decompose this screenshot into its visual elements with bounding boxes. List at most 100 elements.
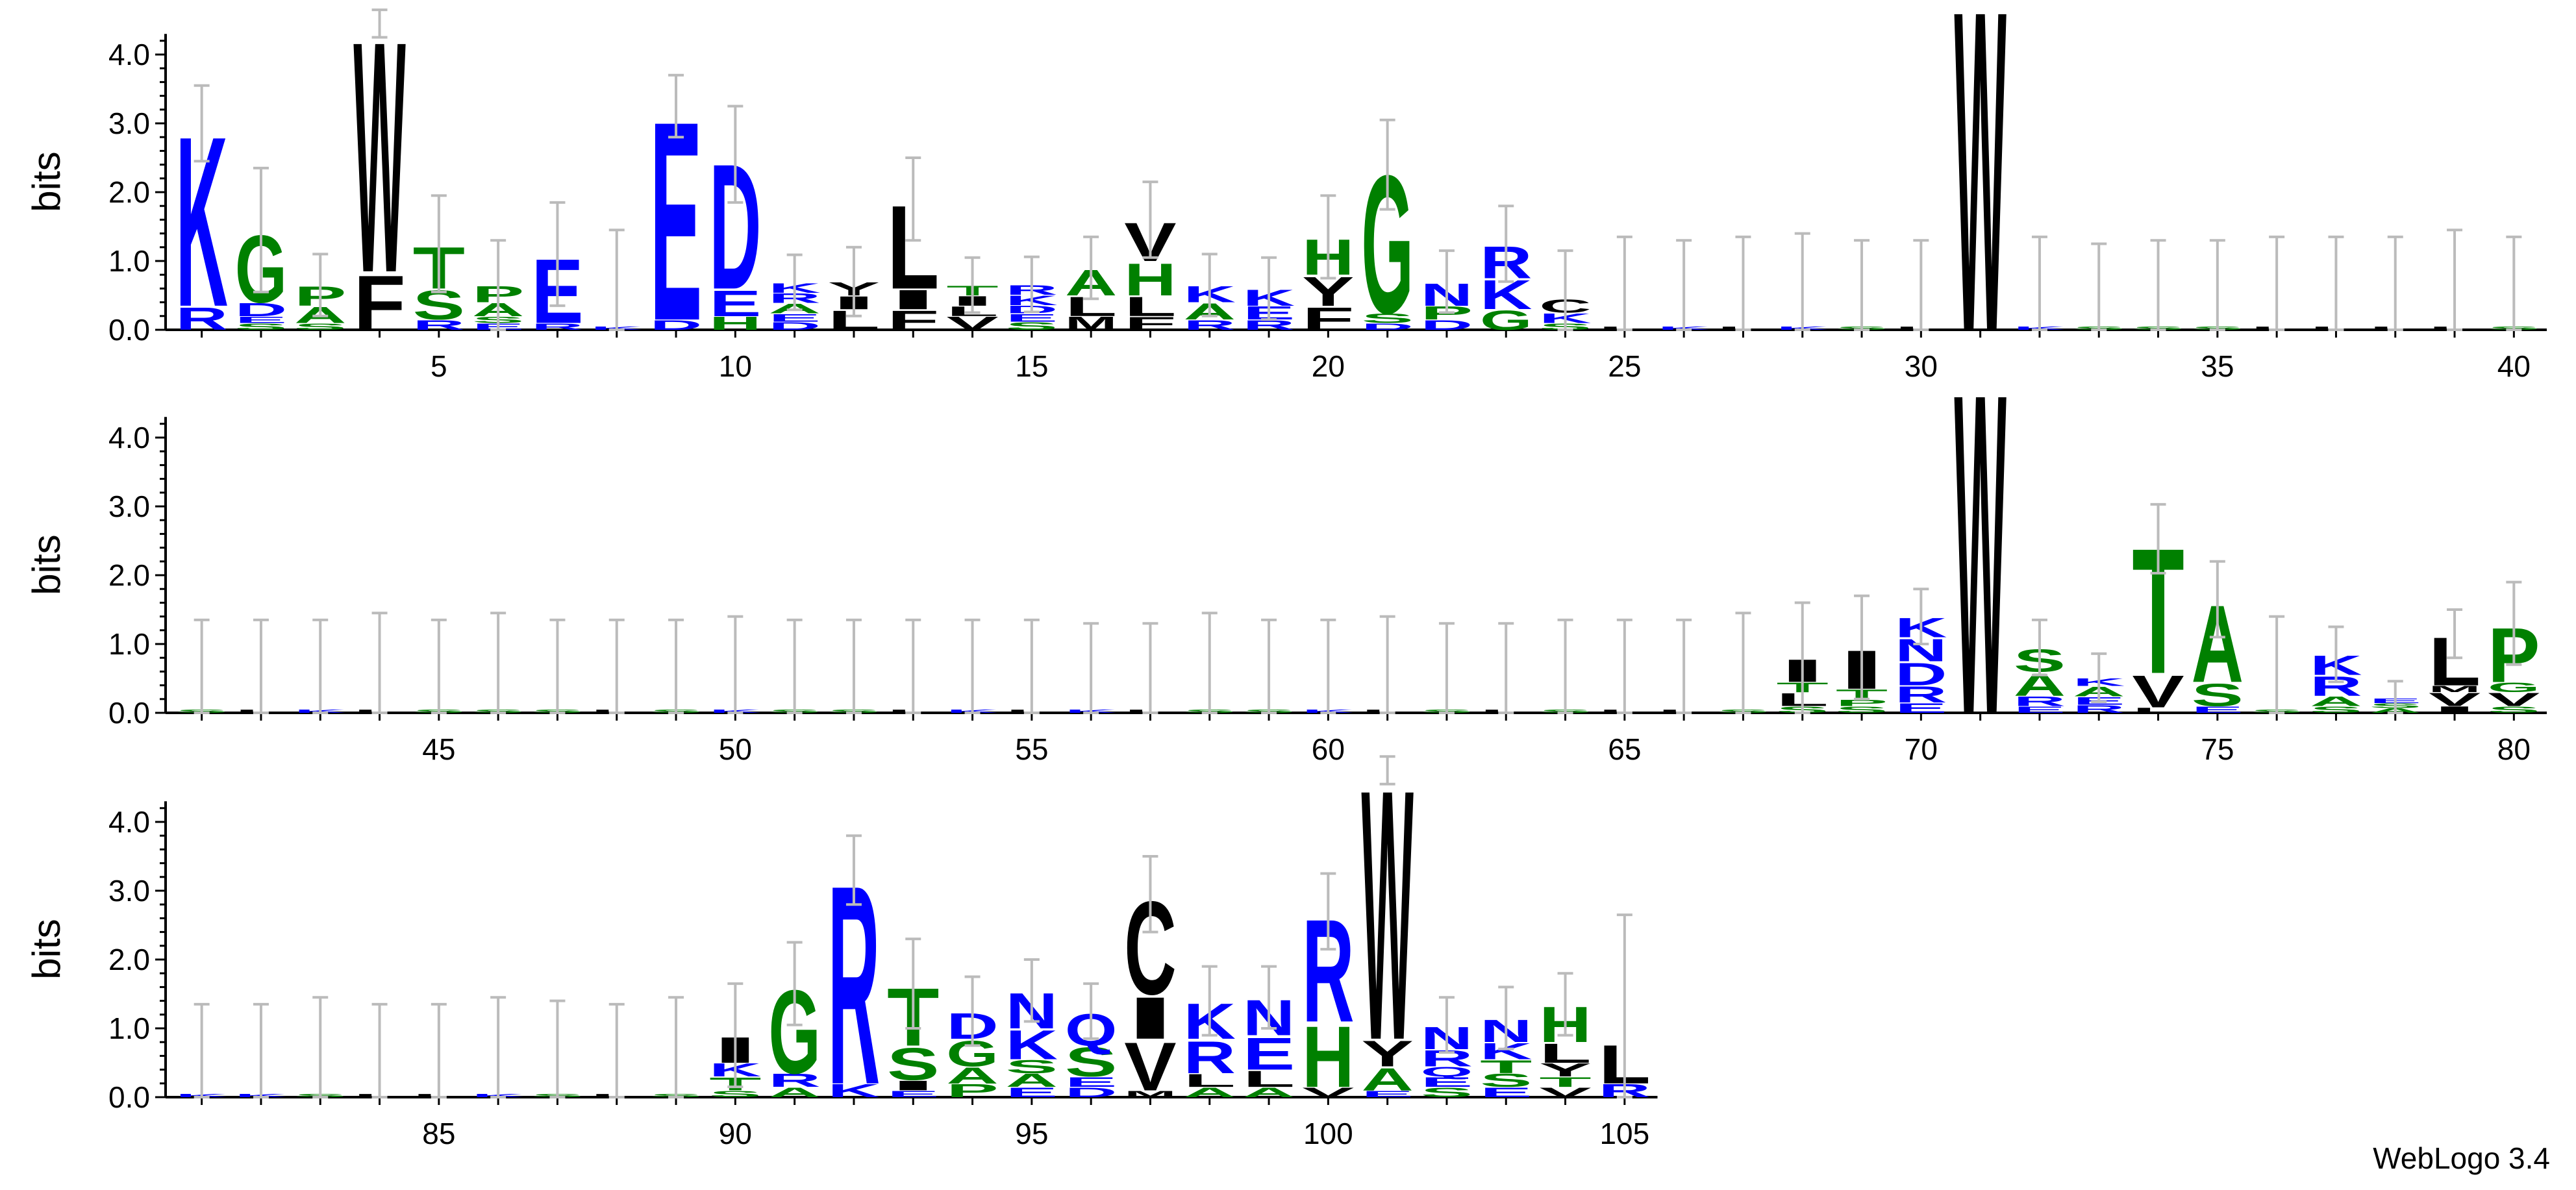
logo-letter-I: I xyxy=(887,1078,939,1093)
y-tick-label: 0.0 xyxy=(108,1080,150,1114)
logo-letter-E: E xyxy=(2192,704,2244,715)
logo-letter-R: R xyxy=(175,301,227,337)
logo-letter-A: A xyxy=(1006,1070,1058,1091)
logo-letter-H: H xyxy=(1302,1008,1354,1105)
logo-letter-V: V xyxy=(1302,1085,1354,1100)
logo-letter-D: D xyxy=(650,317,702,333)
logo-letter-D: D xyxy=(1065,1085,1117,1100)
x-tick-label: 30 xyxy=(1905,349,1938,383)
logo-column-30: L xyxy=(1895,239,1947,331)
logo-column-100: VHR xyxy=(1302,872,1355,1106)
logo-column-89: S xyxy=(650,996,702,1098)
y-tick-label: 1.0 xyxy=(108,627,150,661)
logo-column-41: S xyxy=(175,618,228,714)
logo-letter-R: R xyxy=(2073,703,2125,715)
logo-column-63: L xyxy=(1480,622,1532,714)
x-tick-label: 105 xyxy=(1599,1117,1649,1150)
y-tick-label: 3.0 xyxy=(108,874,150,908)
logo-column-84: L xyxy=(353,1002,406,1098)
logo-column-4: FW xyxy=(353,0,406,347)
logo-column-54: K xyxy=(946,618,999,714)
logo-letter-R: R xyxy=(531,321,583,332)
y-tick-label: 4.0 xyxy=(108,421,150,454)
logo-letter-E: E xyxy=(1065,1074,1117,1090)
logo-column-76: S xyxy=(2251,615,2303,714)
logo-column-51: S xyxy=(768,618,821,714)
logo-letter-D: D xyxy=(1361,321,1413,332)
logo-column-74: LVT xyxy=(2132,502,2184,717)
logo-column-22: DPN xyxy=(1421,249,1473,333)
logo-row-3: 0.01.02.03.04.0bits859095100105KKSLLKSLS… xyxy=(25,716,1658,1150)
logo-letter-A: A xyxy=(946,1063,998,1088)
logo-column-3: SAP xyxy=(294,253,346,332)
logo-column-40: S xyxy=(2488,235,2540,331)
y-tick-label: 1.0 xyxy=(108,244,150,278)
logo-column-10: HED xyxy=(709,105,762,334)
logo-column-45: S xyxy=(413,618,465,714)
weblogo-credit: WebLogo 3.4 xyxy=(2373,1141,2550,1175)
logo-column-91: ARG xyxy=(768,941,821,1100)
logo-letter-T: T xyxy=(1539,1074,1591,1090)
logo-letter-V: V xyxy=(2132,666,2184,717)
logo-column-58: S xyxy=(1184,612,1236,714)
logo-letter-S: S xyxy=(887,1039,939,1090)
logo-column-31: W xyxy=(1954,0,2007,428)
logo-column-19: REK xyxy=(1243,256,1295,333)
x-tick-label: 75 xyxy=(2201,732,2234,766)
y-axis-label: bits xyxy=(25,919,68,979)
logo-column-28: K xyxy=(1777,232,1829,331)
logo-column-87: S xyxy=(531,999,584,1098)
logo-column-46: S xyxy=(472,612,524,714)
logo-column-8: K xyxy=(591,229,643,331)
x-tick-label: 95 xyxy=(1015,1117,1048,1150)
logo-letter-K: K xyxy=(828,1080,880,1101)
logo-letter-G: G xyxy=(2488,680,2540,695)
logo-column-7: RE xyxy=(531,201,584,343)
logo-letter-L: L xyxy=(1184,1070,1236,1091)
logo-letter-Y: Y xyxy=(1539,1060,1591,1081)
y-tick-label: 0.0 xyxy=(108,313,150,347)
logo-letter-E: E xyxy=(1361,1089,1413,1099)
logo-letter-E: E xyxy=(1421,1074,1473,1090)
logo-letter-W: W xyxy=(1954,0,2007,428)
logo-letter-L: L xyxy=(1539,1038,1591,1069)
logo-column-43: K xyxy=(294,618,347,714)
logo-letter-V: V xyxy=(1539,1085,1591,1100)
logo-letter-Y: Y xyxy=(1361,1033,1413,1074)
y-tick-label: 2.0 xyxy=(108,943,150,976)
y-tick-label: 3.0 xyxy=(108,106,150,140)
logo-letter-R: R xyxy=(768,1070,820,1091)
logo-column-47: S xyxy=(531,618,584,714)
logo-letter-R: R xyxy=(2014,693,2066,709)
y-tick-label: 2.0 xyxy=(108,558,150,592)
x-tick-label: 25 xyxy=(1608,349,1641,383)
logo-letter-I: I xyxy=(887,284,939,315)
x-tick-label: 10 xyxy=(719,349,752,383)
logo-letter-L: L xyxy=(1243,1066,1295,1091)
logo-letter-H: H xyxy=(709,313,761,334)
logo-letter-E: E xyxy=(1243,1029,1295,1080)
logo-column-68: SLTI xyxy=(1777,601,1829,715)
logo-letter-V: V xyxy=(2429,689,2481,710)
logo-column-83: S xyxy=(294,996,346,1098)
logo-column-35: S xyxy=(2192,239,2244,331)
logo-column-69: SPTI xyxy=(1836,594,1888,715)
logo-column-13: FIL xyxy=(887,156,939,336)
x-tick-label: 80 xyxy=(2497,732,2531,766)
logo-column-57: L xyxy=(1124,622,1177,714)
logo-letter-E: E xyxy=(1480,1085,1532,1100)
y-tick-label: 4.0 xyxy=(108,38,150,71)
logo-column-32: K xyxy=(2014,235,2066,331)
